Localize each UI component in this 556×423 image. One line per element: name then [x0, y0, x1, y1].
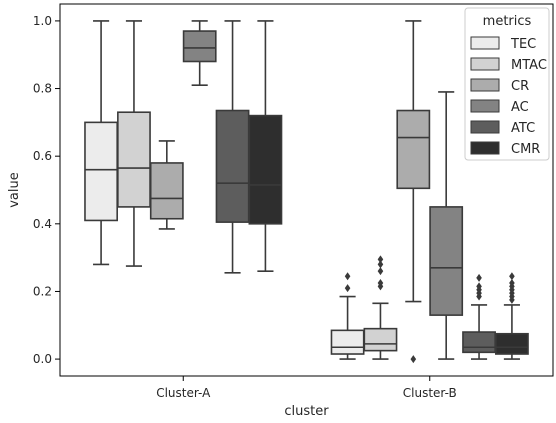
- y-tick-label: 1.0: [33, 14, 52, 28]
- legend-swatch-mtac: [470, 57, 500, 71]
- box-mtac-cluster-b: [363, 255, 398, 360]
- outlier-marker: [476, 273, 482, 282]
- legend-label-cmr: CMR: [511, 142, 540, 157]
- box-body: [117, 111, 151, 208]
- x-tick-label: Cluster-B: [403, 386, 457, 400]
- y-axis-label: value: [7, 172, 22, 208]
- outlier-marker: [476, 282, 482, 291]
- legend-label-atc: ATC: [511, 121, 535, 136]
- box-atc-cluster-b: [462, 273, 496, 360]
- y-tick-label: 0.0: [33, 352, 52, 366]
- legend-swatch-cmr: [470, 141, 500, 155]
- box-mtac-cluster-a: [117, 20, 151, 267]
- box-atc-cluster-a: [215, 20, 250, 274]
- box-body: [495, 332, 529, 355]
- legend-label-cr: CR: [511, 79, 529, 94]
- plot-marks: [84, 20, 529, 364]
- outlier-marker: [509, 272, 515, 281]
- outlier-marker: [344, 284, 351, 293]
- box-body: [462, 331, 496, 354]
- box-body: [215, 109, 250, 223]
- box-cr-cluster-a: [149, 140, 184, 230]
- box-cmr-cluster-a: [248, 20, 283, 272]
- outlier-marker: [377, 260, 384, 269]
- box-body: [182, 30, 217, 63]
- box-ac-cluster-b: [429, 91, 464, 360]
- outlier-marker: [377, 255, 384, 264]
- y-tick-label: 0.8: [33, 82, 52, 96]
- legend: metrics TEC MTAC CR AC ATC CMR: [464, 7, 550, 161]
- box-body: [330, 329, 365, 355]
- y-tick-label: 0.2: [33, 284, 52, 298]
- box-ac-cluster-a: [182, 20, 217, 86]
- legend-swatch-cr: [470, 78, 500, 92]
- x-axis: Cluster-A Cluster-B: [156, 376, 457, 400]
- outlier-marker: [377, 279, 384, 287]
- box-body: [396, 109, 431, 190]
- box-tec-cluster-a: [84, 20, 118, 266]
- outlier-marker: [509, 279, 515, 287]
- plot-frame: [59, 3, 554, 377]
- box-body: [248, 114, 283, 225]
- box-body: [149, 162, 184, 220]
- outlier-marker: [377, 267, 384, 276]
- outlier-marker: [410, 355, 417, 364]
- x-axis-label: cluster: [284, 404, 329, 419]
- y-axis: 0.0 0.2 0.4 0.6 0.8 1.0: [33, 14, 60, 366]
- legend-swatch-tec: [470, 36, 500, 50]
- outlier-marker: [344, 272, 351, 281]
- legend-label-tec: TEC: [510, 37, 536, 52]
- box-cr-cluster-b: [396, 20, 431, 364]
- box-tec-cluster-b: [330, 272, 365, 360]
- legend-title: metrics: [483, 14, 532, 29]
- y-tick-label: 0.4: [33, 217, 52, 231]
- box-cmr-cluster-b: [495, 272, 529, 360]
- box-body: [84, 121, 118, 222]
- legend-swatch-ac: [470, 99, 500, 113]
- legend-swatch-atc: [470, 120, 500, 134]
- legend-label-mtac: MTAC: [511, 58, 547, 73]
- legend-label-ac: AC: [511, 100, 529, 115]
- y-tick-label: 0.6: [33, 149, 52, 163]
- box-body: [363, 327, 398, 352]
- x-tick-label: Cluster-A: [156, 386, 211, 400]
- box-body: [429, 206, 464, 316]
